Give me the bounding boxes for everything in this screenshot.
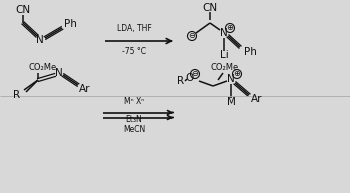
Text: O: O	[185, 73, 193, 83]
Text: R: R	[13, 90, 20, 100]
Text: CN: CN	[15, 5, 30, 15]
Text: CN: CN	[202, 3, 218, 13]
Text: ⊖: ⊖	[191, 69, 198, 79]
Text: Ph: Ph	[64, 19, 76, 29]
Text: N: N	[55, 68, 63, 78]
Text: Li: Li	[220, 50, 228, 60]
Text: ⊕: ⊕	[233, 69, 240, 79]
Text: R: R	[177, 76, 184, 86]
Text: N: N	[220, 28, 228, 38]
Text: N: N	[227, 74, 235, 84]
Text: Mⁿ Xⁿ: Mⁿ Xⁿ	[124, 96, 144, 106]
Text: ⊕: ⊕	[226, 24, 233, 32]
Text: ⊖: ⊖	[189, 31, 196, 41]
Text: LDA, THF: LDA, THF	[117, 25, 151, 34]
Text: CO₂Me: CO₂Me	[29, 63, 57, 73]
Text: Ar: Ar	[79, 84, 91, 94]
Text: CO₂Me: CO₂Me	[211, 63, 239, 73]
Text: M: M	[226, 97, 236, 107]
Text: Et₃N: Et₃N	[126, 114, 142, 124]
Text: MeCN: MeCN	[123, 125, 145, 135]
Text: Ph: Ph	[244, 47, 257, 57]
Text: Ar: Ar	[251, 94, 263, 104]
Text: N: N	[36, 35, 44, 45]
Text: -75 °C: -75 °C	[122, 47, 146, 56]
